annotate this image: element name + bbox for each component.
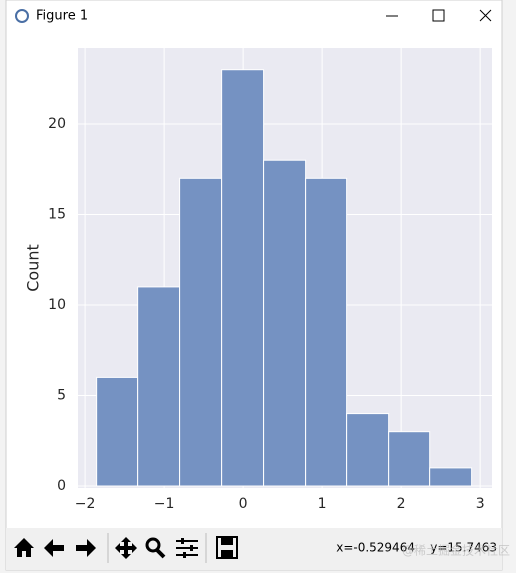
window-title: Figure 1 [36,9,88,24]
forward-button[interactable] [76,539,96,557]
app-icon [15,9,29,23]
close-button[interactable] [479,9,492,22]
x-tick-label: −2 [75,496,96,512]
bar [137,286,181,487]
y-axis-label: Count [24,244,43,292]
bar [179,177,223,487]
save-button[interactable] [216,536,238,559]
x-tick-label: 2 [397,496,406,512]
x-tick-label: 1 [318,496,327,512]
x-tick-label: 3 [476,496,485,512]
bar [429,467,473,487]
watermark: @稀土掘金技术社区 [402,543,510,558]
configure-button[interactable] [176,540,198,556]
x-tick-label: −1 [154,496,175,512]
back-button[interactable] [44,539,64,557]
home-button[interactable] [14,538,34,557]
y-tick-label: 10 [48,297,66,313]
toolbar-icons [14,536,238,559]
pan-button[interactable] [115,537,137,559]
y-tick-label: 0 [57,478,66,494]
maximize-button[interactable] [432,9,445,22]
bar [263,159,307,487]
bar [96,376,139,487]
bar [346,413,390,487]
plot: 0 5 10 15 20 −2 −1 0 1 2 3 [48,48,492,512]
y-tick-label: 15 [48,207,66,223]
zoom-button[interactable] [145,537,161,553]
y-tick-label: 20 [48,116,66,132]
bar [221,69,265,487]
y-tick-label: 5 [57,388,66,404]
bar [305,177,348,487]
bar [388,431,431,487]
x-tick-label: 0 [239,496,248,512]
cursor-status: x=-0.529464 y=15.7463 [336,541,497,555]
